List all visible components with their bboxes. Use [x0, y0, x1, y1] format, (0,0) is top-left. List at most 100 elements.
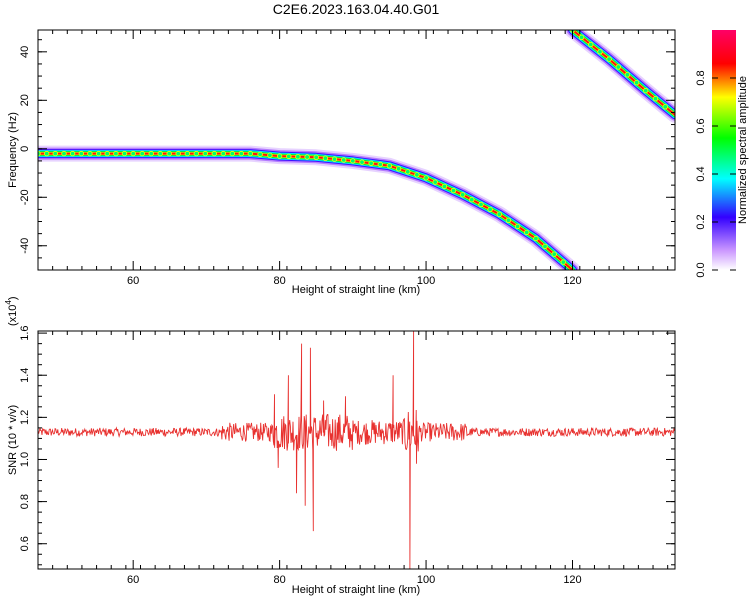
spectral-ridge-bead: [139, 150, 145, 157]
snr-x-tick-label: 120: [563, 574, 581, 586]
spectral-ridges: [38, 30, 675, 270]
snr-y-tick-label: 1.6: [19, 325, 31, 340]
spectral-ridge-bead: [166, 150, 172, 157]
spectral-ridge-bead: [624, 72, 631, 78]
spectral-ridge-bead: [450, 187, 457, 194]
spectral-ridge-bead: [247, 150, 253, 157]
spectral-ridge-bead: [560, 259, 566, 265]
spectral-ridge-bead: [578, 34, 585, 40]
spectral-ridge-bead: [78, 150, 84, 157]
snr-x-tick-label: 60: [127, 574, 139, 586]
spectral-ridge-bead: [633, 79, 640, 86]
colorbar-label: Normalized spectral amplitude: [737, 76, 749, 224]
spectral-ridge-bead: [121, 150, 128, 157]
snr-y-tick-label: 1.2: [19, 410, 31, 425]
spectral-ridge-bead: [469, 196, 475, 203]
spectral-ridge-bead: [157, 150, 163, 157]
snr-panel: 60 80 100 120 0.6 0.8 1.0 1.2 1.4 1.6 Height of s…: [4, 296, 676, 596]
spectral-ridge-bead: [588, 41, 594, 48]
spectral-ridge-bead: [368, 160, 374, 166]
spectral-ridge-bead: [257, 151, 263, 158]
spectral-ridge-bead: [238, 150, 244, 157]
spectral-ridge-bead: [331, 156, 338, 162]
spectral-ridge-bead: [414, 172, 420, 178]
spectrogram-y-label: Frequency (Hz): [7, 112, 19, 188]
spectral-ridge-bead: [202, 150, 208, 157]
spectral-ridge-bead: [643, 87, 649, 94]
spectral-ridge-bead: [52, 150, 58, 157]
colorbar-gradient: [712, 30, 736, 270]
colorbar-tick-label: 0.8: [695, 70, 707, 85]
spectral-ridge-bead: [220, 150, 226, 157]
snr-x-tick-label: 80: [273, 574, 285, 586]
snr-frame: [37, 330, 676, 570]
colorbar-tick-label: 0.2: [695, 214, 707, 229]
spectral-ridge-bead: [130, 150, 136, 157]
spectrogram-x-tick-label: 100: [417, 275, 435, 287]
spectral-ridge-bead: [652, 95, 659, 102]
spectrogram-y-tick-label: 40: [19, 46, 31, 58]
spectral-ridge-bead: [175, 150, 181, 157]
spectral-ridge-1-layer: [38, 152, 574, 270]
spectral-ridge-bead: [113, 150, 119, 157]
spectrogram-y-tick-label: -20: [19, 189, 31, 205]
spectral-ridge-bead: [313, 154, 319, 160]
snr-y-label: SNR (10 * v/v): [7, 405, 19, 475]
spectrogram-frame: [37, 29, 676, 271]
spectral-ridge-bead: [276, 153, 283, 159]
spectral-ridge-bead: [460, 192, 466, 198]
spectral-ridge-bead: [597, 49, 603, 55]
spectral-ridge-bead: [524, 229, 530, 236]
snr-x-tick-label: 100: [417, 574, 435, 586]
spectral-ridge-bead: [441, 183, 448, 190]
spectral-ridge-bead: [69, 150, 76, 157]
spectral-ridge-bead: [551, 251, 557, 257]
spectral-ridge-bead: [423, 175, 429, 181]
spectral-ridge-bead: [386, 163, 393, 169]
spectral-ridge-bead: [487, 206, 493, 213]
colorbar-ticks: 0.0 0.2 0.4 0.6 0.8: [695, 70, 736, 278]
spectral-ridge-bead: [322, 155, 329, 161]
spectrogram-x-tick-label: 60: [127, 275, 139, 287]
spectral-ridge-bead: [395, 166, 402, 172]
spectral-ridge-bead: [295, 153, 301, 160]
snr-y-tick-label: 1.4: [19, 368, 31, 383]
spectral-ridge-bead: [304, 154, 310, 160]
snr-series-line: [38, 331, 675, 569]
snr-y-tick-label: 0.6: [19, 536, 31, 551]
spectral-ridge-bead: [505, 217, 512, 223]
spectral-ridge-bead: [61, 150, 67, 157]
spectral-ridge-bead: [286, 153, 292, 160]
spectral-ridge-2-layer: [571, 30, 675, 116]
spectral-ridge-bead: [432, 179, 438, 185]
spectrogram-x-tick-label: 120: [563, 275, 581, 287]
snr-y-tick-label: 0.8: [19, 494, 31, 509]
spectral-ridge-bead: [211, 150, 217, 157]
spectral-ridge-bead: [95, 150, 102, 157]
snr-y-multiplier: (x104): [4, 296, 19, 326]
colorbar-tick-label: 0.4: [695, 166, 707, 181]
spectral-ridge-bead: [533, 235, 539, 242]
spectral-ridge-bead: [405, 169, 411, 175]
spectrogram-panel: 60 80 100 120 -40 -20 0 20 40 Height of straight…: [7, 29, 676, 296]
spectral-ridge-bead: [542, 243, 548, 250]
spectral-ridge-bead: [606, 56, 612, 62]
spectral-ridge-bead: [662, 104, 668, 110]
spectrogram-x-label: Height of straight line (km): [292, 284, 420, 296]
spectral-ridge-bead: [514, 223, 521, 230]
spectral-ridge-bead: [148, 150, 154, 157]
spectral-ridge-bead: [350, 158, 356, 164]
spectral-ridge-bead: [44, 150, 50, 157]
spectral-ridge-bead: [377, 161, 383, 168]
snr-ticks: 60 80 100 120 0.6 0.8 1.0 1.2 1.4 1.6: [19, 325, 675, 586]
spectral-ridge-bead: [267, 152, 273, 158]
spectral-ridge-bead: [359, 159, 365, 165]
spectral-ridge-bead: [184, 150, 190, 157]
spectral-ridge-bead: [193, 150, 199, 157]
spectral-ridge-bead: [615, 64, 621, 70]
spectrogram-y-tick-label: 20: [19, 94, 31, 106]
colorbar: 0.0 0.2 0.4 0.6 0.8 Normalized spectral ampl…: [695, 30, 749, 278]
snr-x-label: Height of straight line (km): [292, 584, 420, 596]
spectrogram-x-tick-label: 80: [273, 275, 285, 287]
snr-y-tick-label: 1.0: [19, 452, 31, 467]
